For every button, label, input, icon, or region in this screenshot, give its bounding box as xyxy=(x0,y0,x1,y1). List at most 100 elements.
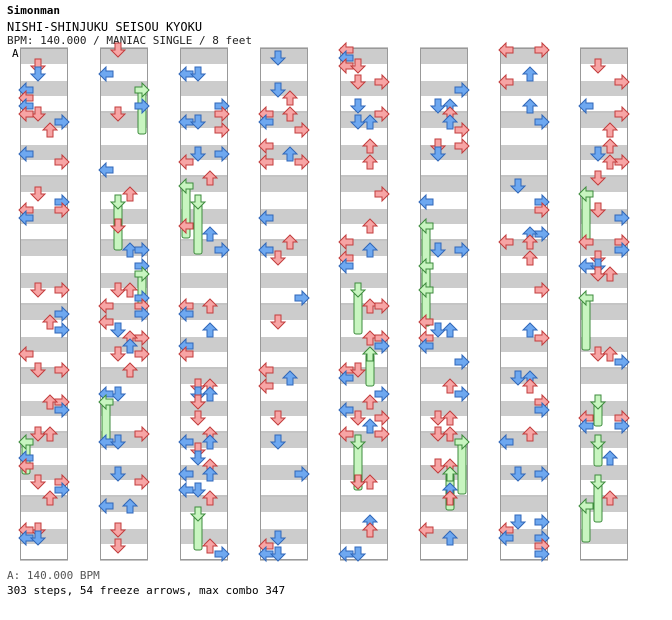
beat-stripe xyxy=(420,273,468,288)
freeze-hold xyxy=(581,297,591,351)
left-arrow xyxy=(578,97,594,115)
beat-stripe xyxy=(500,305,548,320)
down-arrow xyxy=(269,530,287,546)
down-arrow xyxy=(269,250,287,266)
down-arrow xyxy=(269,314,287,330)
left-arrow xyxy=(418,281,434,299)
beat-stripe xyxy=(420,369,468,384)
up-arrow xyxy=(41,122,59,138)
left-arrow xyxy=(578,185,594,203)
down-arrow xyxy=(109,322,127,338)
left-arrow xyxy=(178,481,194,499)
up-arrow xyxy=(201,490,219,506)
beat-stripe xyxy=(100,465,148,480)
up-arrow xyxy=(201,226,219,242)
beat-stripe xyxy=(260,81,308,96)
up-arrow xyxy=(521,426,539,442)
beat-stripe xyxy=(420,177,468,192)
beat-stripe xyxy=(180,529,228,544)
beat-stripe xyxy=(100,177,148,192)
down-arrow xyxy=(429,98,447,114)
up-arrow xyxy=(41,314,59,330)
up-arrow xyxy=(441,378,459,394)
up-arrow xyxy=(281,106,299,122)
down-arrow xyxy=(429,322,447,338)
column-border xyxy=(20,48,68,560)
column-border xyxy=(500,48,548,560)
up-arrow xyxy=(41,394,59,410)
beat-stripe xyxy=(580,337,628,352)
right-arrow xyxy=(614,353,630,371)
right-arrow xyxy=(534,329,550,347)
down-arrow xyxy=(509,178,527,194)
left-arrow xyxy=(18,345,34,363)
beat-stripe xyxy=(500,273,548,288)
left-arrow xyxy=(258,209,274,227)
left-arrow xyxy=(258,153,274,171)
down-arrow xyxy=(589,58,607,74)
freeze-hold xyxy=(193,201,203,255)
left-arrow xyxy=(258,137,274,155)
up-arrow xyxy=(601,450,619,466)
down-arrow xyxy=(349,434,367,450)
beat-stripe xyxy=(420,209,468,224)
down-arrow xyxy=(29,66,47,82)
beat-stripe xyxy=(180,273,228,288)
left-arrow xyxy=(338,425,354,443)
down-arrow xyxy=(189,506,207,522)
beat-stripe xyxy=(100,49,148,64)
freeze-hold xyxy=(457,441,467,495)
right-arrow xyxy=(374,297,390,315)
beat-stripe xyxy=(580,49,628,64)
song-title: NISHI-SHINJUKU SEISOU KYOKU xyxy=(7,20,203,34)
up-arrow xyxy=(201,386,219,402)
left-arrow xyxy=(578,233,594,251)
right-arrow xyxy=(374,337,390,355)
up-arrow xyxy=(41,490,59,506)
up-arrow xyxy=(361,242,379,258)
down-arrow xyxy=(349,474,367,490)
left-arrow xyxy=(18,457,34,475)
right-arrow xyxy=(214,145,230,163)
beat-stripe xyxy=(180,81,228,96)
beat-stripe xyxy=(100,529,148,544)
down-arrow xyxy=(109,106,127,122)
right-arrow xyxy=(454,137,470,155)
beat-stripe xyxy=(20,49,68,64)
beat-stripe xyxy=(180,401,228,416)
column-border xyxy=(420,48,468,560)
right-arrow xyxy=(134,345,150,363)
up-arrow xyxy=(441,426,459,442)
up-arrow xyxy=(121,338,139,354)
up-arrow xyxy=(201,298,219,314)
beat-stripe xyxy=(340,145,388,160)
left-arrow xyxy=(418,193,434,211)
up-arrow xyxy=(521,98,539,114)
beat-stripe xyxy=(180,369,228,384)
left-arrow xyxy=(178,305,194,323)
chart-info: BPM: 140.000 / MANIAC SINGLE / 8 feet xyxy=(7,34,253,47)
right-arrow xyxy=(214,121,230,139)
up-arrow xyxy=(361,114,379,130)
right-arrow xyxy=(54,481,70,499)
beat-stripe xyxy=(420,401,468,416)
down-arrow xyxy=(589,434,607,450)
right-arrow xyxy=(614,73,630,91)
down-arrow xyxy=(109,434,127,450)
beat-stripe xyxy=(260,273,308,288)
down-arrow xyxy=(189,114,207,130)
down-arrow xyxy=(189,194,207,210)
right-arrow xyxy=(294,121,310,139)
left-arrow xyxy=(498,41,514,59)
left-arrow xyxy=(18,145,34,163)
left-arrow xyxy=(178,217,194,235)
left-arrow xyxy=(178,465,194,483)
up-arrow xyxy=(201,322,219,338)
beat-stripe xyxy=(580,401,628,416)
beat-stripe xyxy=(20,273,68,288)
left-arrow xyxy=(338,401,354,419)
up-arrow xyxy=(521,66,539,82)
up-arrow xyxy=(521,250,539,266)
right-arrow xyxy=(534,113,550,131)
down-arrow xyxy=(509,466,527,482)
